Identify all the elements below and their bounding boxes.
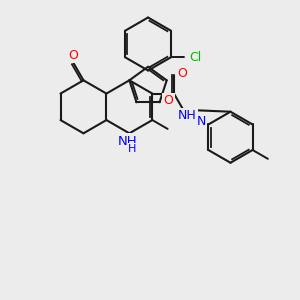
Text: O: O — [69, 49, 79, 62]
Text: H: H — [128, 144, 136, 154]
Text: O: O — [164, 94, 173, 107]
Text: N: N — [197, 115, 206, 128]
Text: O: O — [177, 68, 187, 80]
Text: NH: NH — [178, 109, 196, 122]
Text: NH: NH — [118, 135, 137, 148]
Text: Cl: Cl — [189, 51, 202, 64]
